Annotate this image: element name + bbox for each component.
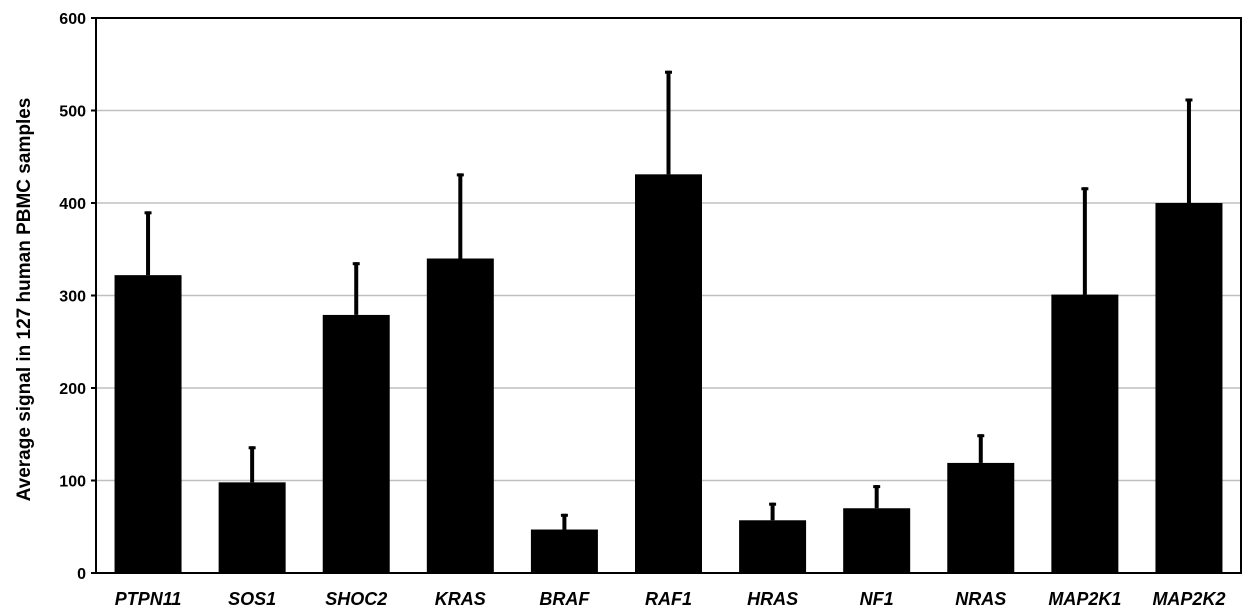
x-category-label: NF1 [860, 589, 894, 609]
x-category-label: NRAS [955, 589, 1006, 609]
x-category-label: HRAS [747, 589, 798, 609]
x-category-label: MAP2K1 [1048, 589, 1121, 609]
bar-sos1 [218, 482, 286, 573]
bar-ptpn11 [114, 275, 182, 573]
y-axis-title: Average signal in 127 human PBMC samples [14, 98, 35, 502]
x-category-label: MAP2K2 [1152, 589, 1225, 609]
y-tick-label: 300 [59, 289, 86, 306]
bar-shoc2 [322, 314, 390, 573]
bar-map2k2 [1155, 203, 1223, 573]
x-axis-category-labels: PTPN11 SOS1 SHOC2 KRAS BRAF RAF1 HRAS NF1 NRAS MA… [115, 589, 1226, 609]
x-category-label: SHOC2 [325, 589, 387, 609]
bar-braf [530, 529, 598, 573]
x-category-label: BRAF [539, 589, 590, 609]
y-tick-label: 100 [59, 474, 86, 491]
y-axis-tick-labels: 0 100 200 300 400 500 600 [59, 11, 96, 583]
y-tick-label: 200 [59, 381, 86, 398]
y-tick-label: 0 [77, 566, 86, 583]
bar-raf1 [635, 174, 702, 573]
x-category-label: RAF1 [645, 589, 692, 609]
bar-nras [947, 462, 1015, 573]
bar-nf1 [843, 508, 911, 573]
bar-kras [426, 258, 494, 573]
x-category-label: SOS1 [228, 589, 276, 609]
y-tick-label: 600 [59, 11, 86, 28]
x-category-label: PTPN11 [115, 589, 182, 609]
bars [114, 174, 1223, 573]
y-tick-label: 500 [59, 104, 86, 121]
bar-hras [739, 520, 807, 573]
bar-map2k1 [1051, 294, 1119, 573]
x-category-label: KRAS [435, 589, 486, 609]
error-bars [144, 70, 1193, 530]
y-tick-label: 400 [59, 196, 86, 213]
